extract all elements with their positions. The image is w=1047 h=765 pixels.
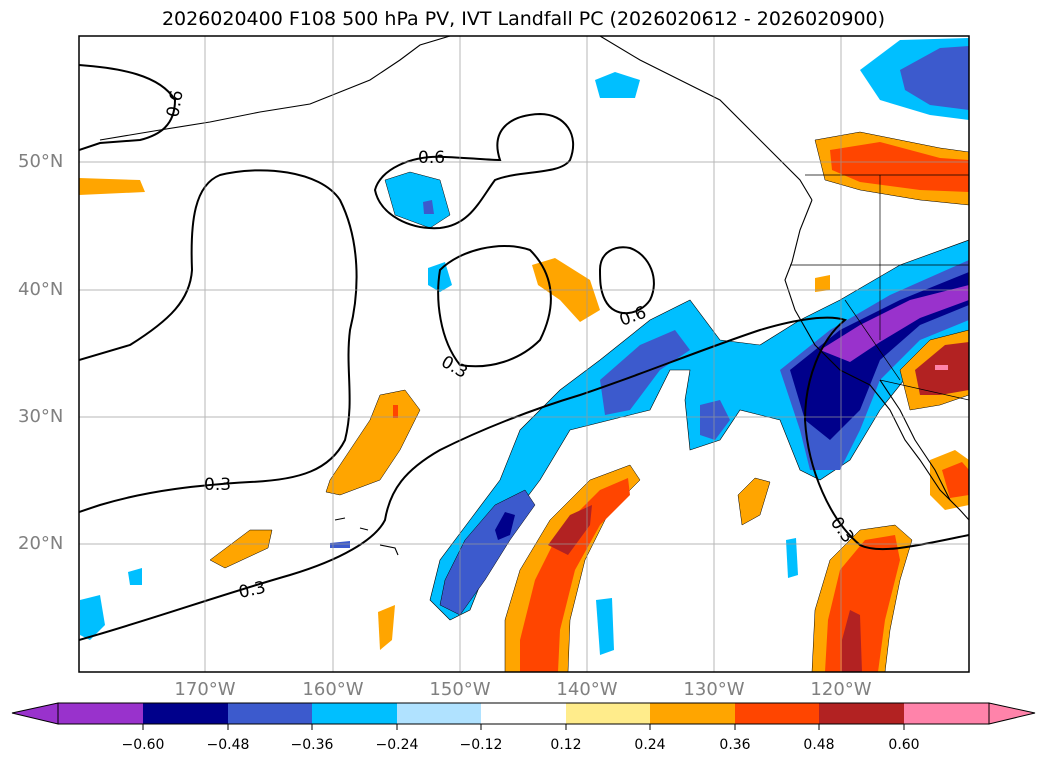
positive-band-south-max	[548, 505, 592, 555]
negative-anomaly-sw-core	[495, 512, 515, 540]
lat-label-30n: 30°N	[18, 406, 64, 427]
map-frame	[78, 35, 970, 673]
colorbar-tick-label: −0.36	[290, 737, 334, 753]
baja-peninsula	[879, 379, 951, 501]
positive-patch-w	[79, 178, 145, 195]
contour-label: 0.3	[204, 475, 231, 495]
colorbar-tick-label: −0.24	[375, 737, 419, 753]
lon-label-140w: 140°W	[556, 679, 618, 700]
colorbar-tick-label: 0.12	[550, 737, 582, 753]
colorbar-bin	[819, 703, 904, 724]
colorbar-tick-label: −0.48	[206, 737, 250, 753]
lat-label-20n: 20°N	[18, 533, 64, 554]
colorbar-tick-label: −0.12	[459, 737, 503, 753]
lon-label-150w: 150°W	[429, 679, 491, 700]
contour-label: 0.6	[418, 148, 445, 168]
alaska-panhandle-coast	[599, 36, 813, 201]
colorbar	[11, 702, 1036, 730]
contour-label: 0.6	[163, 89, 187, 119]
negative-patch-w	[80, 595, 105, 640]
lon-label-170w: 170°W	[174, 679, 236, 700]
alaska-coast	[99, 36, 451, 141]
colorbar-bin	[735, 703, 819, 724]
positive-patch-mid-dot	[393, 405, 398, 418]
colorbar-bin	[58, 703, 143, 724]
colorbar-bin	[566, 703, 650, 724]
positive-patch-small-1	[737, 477, 771, 526]
positive-patch-baja-core	[942, 462, 969, 498]
negative-patch-ne-core	[900, 46, 969, 110]
positive-patch-east-pink	[935, 365, 948, 370]
lon-label-130w: 130°W	[683, 679, 745, 700]
negative-patch-w2	[128, 568, 142, 585]
pv-contour-0.3-west	[79, 169, 358, 513]
colorbar-bin	[481, 703, 566, 724]
colorbar-extend-right	[988, 702, 1036, 725]
colorbar-tick-label: 0.36	[719, 737, 751, 753]
colorbar-tick-label: 0.48	[803, 737, 835, 753]
lon-label-160w: 160°W	[302, 679, 364, 700]
negative-patch-s2	[786, 538, 798, 578]
shaded-anomalies	[79, 38, 969, 672]
positive-patch-ne-core	[830, 142, 969, 192]
colorbar-extend-left	[11, 702, 59, 725]
colorbar-tick-label: 0.60	[888, 737, 920, 753]
negative-patch-gulf-core	[423, 200, 434, 214]
negative-patch-s	[596, 598, 614, 655]
lat-label-50n: 50°N	[18, 151, 64, 172]
colorbar-bin	[228, 703, 312, 724]
colorbar-bin	[650, 703, 735, 724]
positive-band-se-max	[842, 610, 862, 672]
map-title: 2026020400 F108 500 hPa PV, IVT Landfall…	[161, 8, 886, 30]
colorbar-bin	[904, 703, 989, 724]
positive-patch-sw	[209, 529, 273, 569]
hawaii-islands	[334, 517, 399, 556]
colorbar-ticks	[142, 724, 905, 730]
lat-label-40n: 40°N	[18, 279, 64, 300]
pv-contour-0.3-mid	[437, 245, 552, 368]
negative-patch-n	[595, 72, 640, 98]
colorbar-bin	[312, 703, 397, 724]
positive-patch-small-3	[815, 275, 830, 292]
colorbar-tick-label: 0.24	[634, 737, 666, 753]
graticule	[79, 36, 969, 672]
lon-label-120w: 120°W	[810, 679, 872, 700]
colorbar-tick-label: −0.60	[121, 737, 165, 753]
pv-contour-0.3-long	[79, 316, 969, 641]
pv-contours	[79, 64, 969, 641]
contour-labels: 0.6 0.6 0.6 0.3 0.3 0.3 0.3	[163, 89, 858, 603]
colorbar-bin	[143, 703, 228, 724]
pv-contour-0.6-loop	[598, 246, 655, 315]
mexico-border	[879, 379, 969, 401]
pv-contour-0.6-blob	[373, 112, 575, 230]
coastlines	[99, 36, 969, 556]
positive-band-south-core	[520, 478, 630, 672]
negative-anomaly-lobe-2	[700, 400, 730, 440]
colorbar-frame	[57, 702, 990, 725]
positive-patch-small-2	[378, 605, 395, 650]
state-border-4	[844, 299, 901, 381]
negative-anomaly-extreme	[820, 285, 969, 362]
pv-contour-0.6-nw	[79, 64, 177, 151]
colorbar-bin	[397, 703, 481, 724]
